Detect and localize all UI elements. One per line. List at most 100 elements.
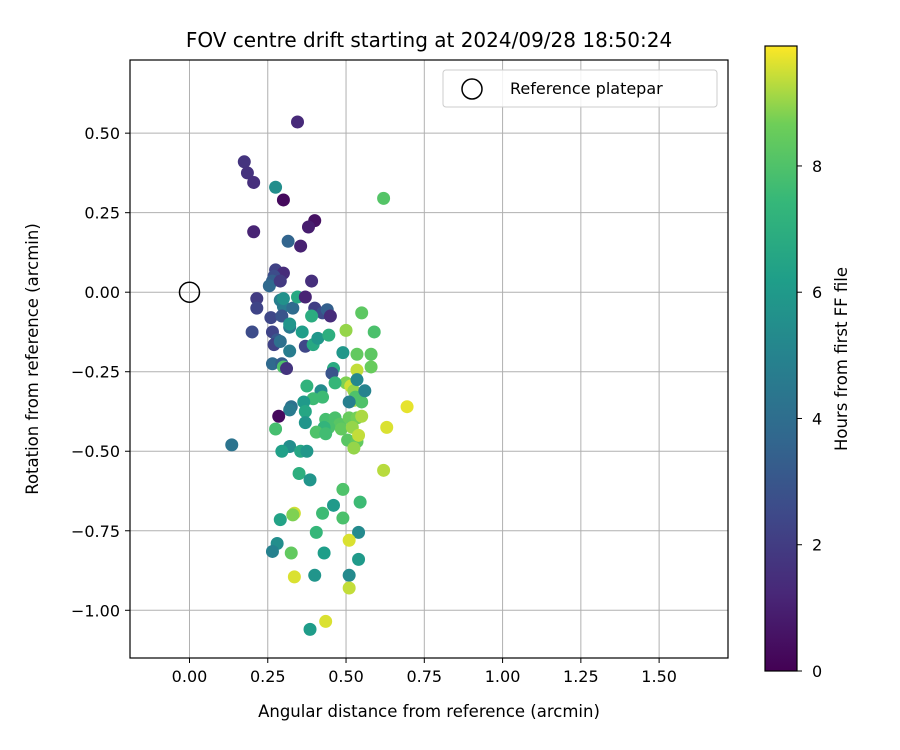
y-tick-label: −1.00 [71,601,120,620]
data-point [237,155,251,169]
data-point [327,498,341,512]
data-point [364,360,378,374]
data-point [400,400,414,414]
data-point [262,279,276,293]
data-point [283,344,297,358]
colorbar-tick-label: 8 [812,157,822,176]
data-point [287,570,301,584]
x-axis-ticks: 0.00 0.25 0.50 0.75 1.00 1.25 1.50 [172,658,677,686]
data-point [308,568,322,582]
data-point [247,175,261,189]
x-tick-label: 1.25 [563,667,599,686]
legend-reference-marker [461,78,483,100]
colorbar-tick-label: 6 [812,283,822,302]
legend-label-reference: Reference platepar [510,79,663,98]
data-point [350,363,364,377]
data-point [240,166,254,180]
data-point [280,362,294,376]
data-point [298,404,312,418]
data-point [265,544,279,558]
data-point [319,427,333,441]
colorbar-gradient [764,45,798,672]
grid-lines [130,60,728,658]
y-tick-label: −0.75 [71,522,120,541]
data-point [377,463,391,477]
data-point [342,533,356,547]
legend-box [442,69,718,108]
data-point [303,622,317,636]
data-point [350,347,364,361]
data-point [353,495,367,509]
x-tick-label: 0.50 [328,667,364,686]
chart-title: FOV centre drift starting at 2024/09/28 … [186,28,672,52]
reference-platepar-marker [178,281,201,303]
data-point [281,234,295,248]
data-point [245,325,259,339]
data-point [352,552,366,566]
y-axis-ticks: 0.50 0.25 0.00 −0.25 −0.50 −0.75 −1.00 [71,124,130,620]
x-tick-label: 1.50 [641,667,677,686]
data-point [272,409,286,423]
data-point [273,513,287,527]
data-point [336,482,350,496]
x-tick-label: 0.25 [250,667,286,686]
data-point [336,346,350,360]
data-point [380,420,394,434]
data-point [319,614,333,628]
y-tick-label: −0.25 [71,363,120,382]
data-point [342,581,356,595]
data-point [273,274,287,288]
data-point [273,335,287,349]
data-point [269,422,283,436]
data-point [336,511,350,525]
data-point [316,506,330,520]
data-point [250,292,264,306]
data-point [367,325,381,339]
data-point [295,325,309,339]
data-point [225,438,239,452]
colorbar-ticks: 0 2 4 6 8 [797,157,822,681]
legend: Reference platepar [442,69,718,108]
data-point [247,225,261,239]
data-point [291,115,305,129]
data-point [276,292,290,306]
x-tick-label: 1.00 [485,667,521,686]
data-point [283,317,297,331]
data-point [300,379,314,393]
colorbar-tick-label: 2 [812,536,822,555]
data-point [265,357,279,371]
data-point [347,441,361,455]
x-tick-label: 0.00 [172,667,208,686]
data-point [300,444,314,458]
y-tick-label: 0.00 [84,283,120,302]
plot-frame [129,59,729,659]
data-point [355,409,369,423]
data-point [294,239,308,253]
data-point [328,376,342,390]
data-point [317,546,331,560]
y-axis-title: Rotation from reference (arcmin) [23,223,42,495]
data-point [286,301,300,315]
data-point [358,384,372,398]
data-point [364,347,378,361]
colorbar-title: Hours from first FF file [832,267,851,451]
data-point [377,191,391,205]
colorbar: 0 2 4 6 8 Hours from first FF file [764,45,851,681]
y-tick-label: 0.50 [84,124,120,143]
data-point [342,395,356,409]
scatter-points [225,115,414,636]
data-point [311,331,325,345]
data-point [298,290,312,304]
colorbar-tick-label: 0 [812,662,822,681]
data-point [309,525,323,539]
colorbar-tick-label: 4 [812,409,822,428]
x-tick-label: 0.75 [406,667,442,686]
data-point [339,323,353,337]
y-tick-label: −0.50 [71,442,120,461]
data-point [297,395,311,409]
data-point [322,328,336,342]
data-point [292,467,306,481]
data-point [269,180,283,194]
x-axis-title: Angular distance from reference (arcmin) [258,702,600,721]
